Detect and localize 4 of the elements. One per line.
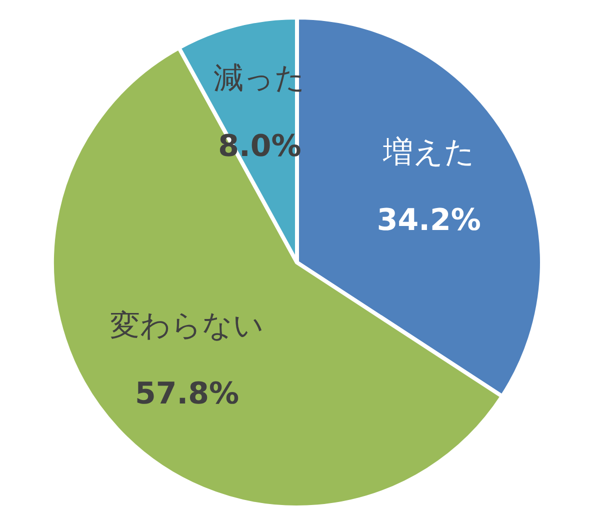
data-label: 34.2% (376, 203, 481, 238)
slice-label: 増えた (382, 135, 475, 170)
slice-label: 変わらない (110, 308, 264, 344)
data-label: 57.8% (134, 376, 240, 412)
